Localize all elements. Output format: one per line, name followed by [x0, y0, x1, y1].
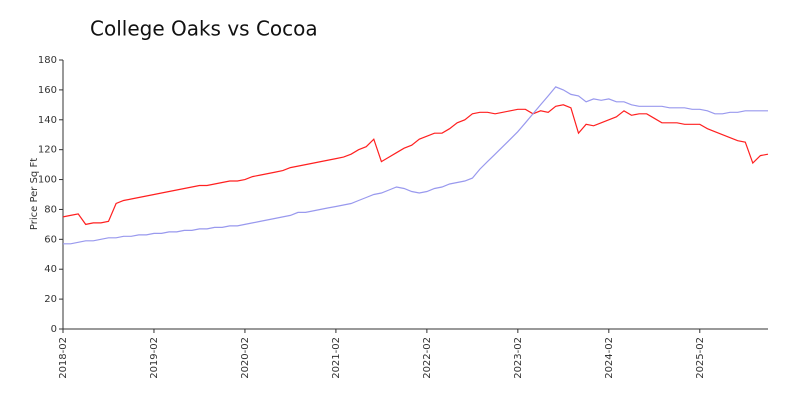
- x-tick-label: 2023-02: [513, 337, 524, 379]
- y-tick-label: 120: [38, 145, 57, 156]
- y-tick-label: 100: [38, 175, 57, 186]
- y-tick-label: 80: [44, 204, 57, 215]
- y-tick-label: 40: [44, 264, 57, 275]
- x-tick-label: 2024-02: [604, 337, 615, 379]
- x-tick-label: 2019-02: [149, 337, 160, 379]
- x-tick-label: 2025-02: [695, 337, 706, 379]
- y-tick-label: 20: [44, 294, 57, 305]
- y-tick-label: 180: [38, 55, 57, 66]
- x-tick-label: 2020-02: [240, 337, 251, 379]
- x-tick-label: 2022-02: [422, 337, 433, 379]
- y-tick-label: 140: [38, 115, 57, 126]
- y-tick-label: 0: [51, 324, 57, 335]
- chart-title: College Oaks vs Cocoa: [90, 17, 318, 41]
- x-tick-label: 2021-02: [331, 337, 342, 379]
- y-tick-label: 60: [44, 234, 57, 245]
- line-series: [63, 86, 768, 245]
- x-tick-label: 2018-02: [58, 337, 69, 379]
- y-axis-label: Price Per Sq Ft: [29, 158, 40, 230]
- line-series: [62, 104, 769, 226]
- y-tick-label: 160: [38, 85, 57, 96]
